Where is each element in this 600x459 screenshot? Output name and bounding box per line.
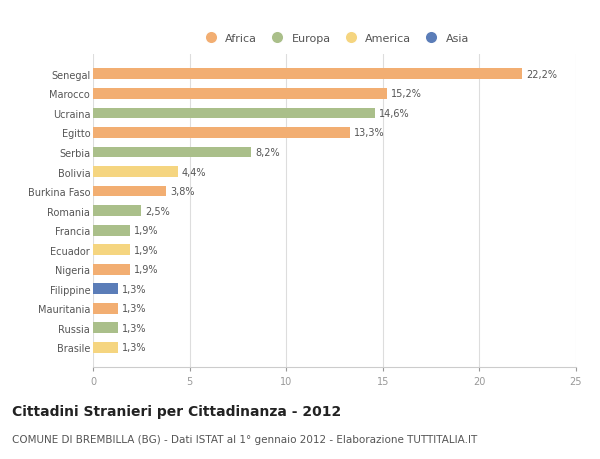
Text: 1,9%: 1,9% — [134, 265, 158, 274]
Bar — [93, 128, 350, 139]
Text: 4,4%: 4,4% — [182, 167, 206, 177]
Bar — [93, 186, 166, 197]
Bar — [93, 342, 118, 353]
Text: Cittadini Stranieri per Cittadinanza - 2012: Cittadini Stranieri per Cittadinanza - 2… — [12, 404, 341, 419]
Text: 1,3%: 1,3% — [122, 304, 146, 313]
Bar — [93, 264, 130, 275]
Bar — [93, 284, 118, 295]
Text: 8,2%: 8,2% — [255, 148, 280, 157]
Bar — [93, 167, 178, 178]
Text: 1,3%: 1,3% — [122, 343, 146, 353]
Text: 1,9%: 1,9% — [134, 226, 158, 235]
Bar — [93, 108, 375, 119]
Text: 2,5%: 2,5% — [145, 206, 170, 216]
Bar — [93, 69, 522, 80]
Bar — [93, 225, 130, 236]
Text: 1,9%: 1,9% — [134, 245, 158, 255]
Bar — [93, 245, 130, 256]
Text: COMUNE DI BREMBILLA (BG) - Dati ISTAT al 1° gennaio 2012 - Elaborazione TUTTITAL: COMUNE DI BREMBILLA (BG) - Dati ISTAT al… — [12, 434, 477, 443]
Text: 15,2%: 15,2% — [391, 89, 421, 99]
Text: 22,2%: 22,2% — [526, 70, 557, 79]
Text: 1,3%: 1,3% — [122, 323, 146, 333]
Bar — [93, 147, 251, 158]
Bar — [93, 206, 142, 217]
Legend: Africa, Europa, America, Asia: Africa, Europa, America, Asia — [195, 29, 474, 48]
Text: 13,3%: 13,3% — [354, 128, 385, 138]
Text: 3,8%: 3,8% — [170, 187, 195, 196]
Text: 14,6%: 14,6% — [379, 109, 410, 118]
Bar — [93, 323, 118, 334]
Bar — [93, 303, 118, 314]
Bar — [93, 89, 386, 100]
Text: 1,3%: 1,3% — [122, 284, 146, 294]
